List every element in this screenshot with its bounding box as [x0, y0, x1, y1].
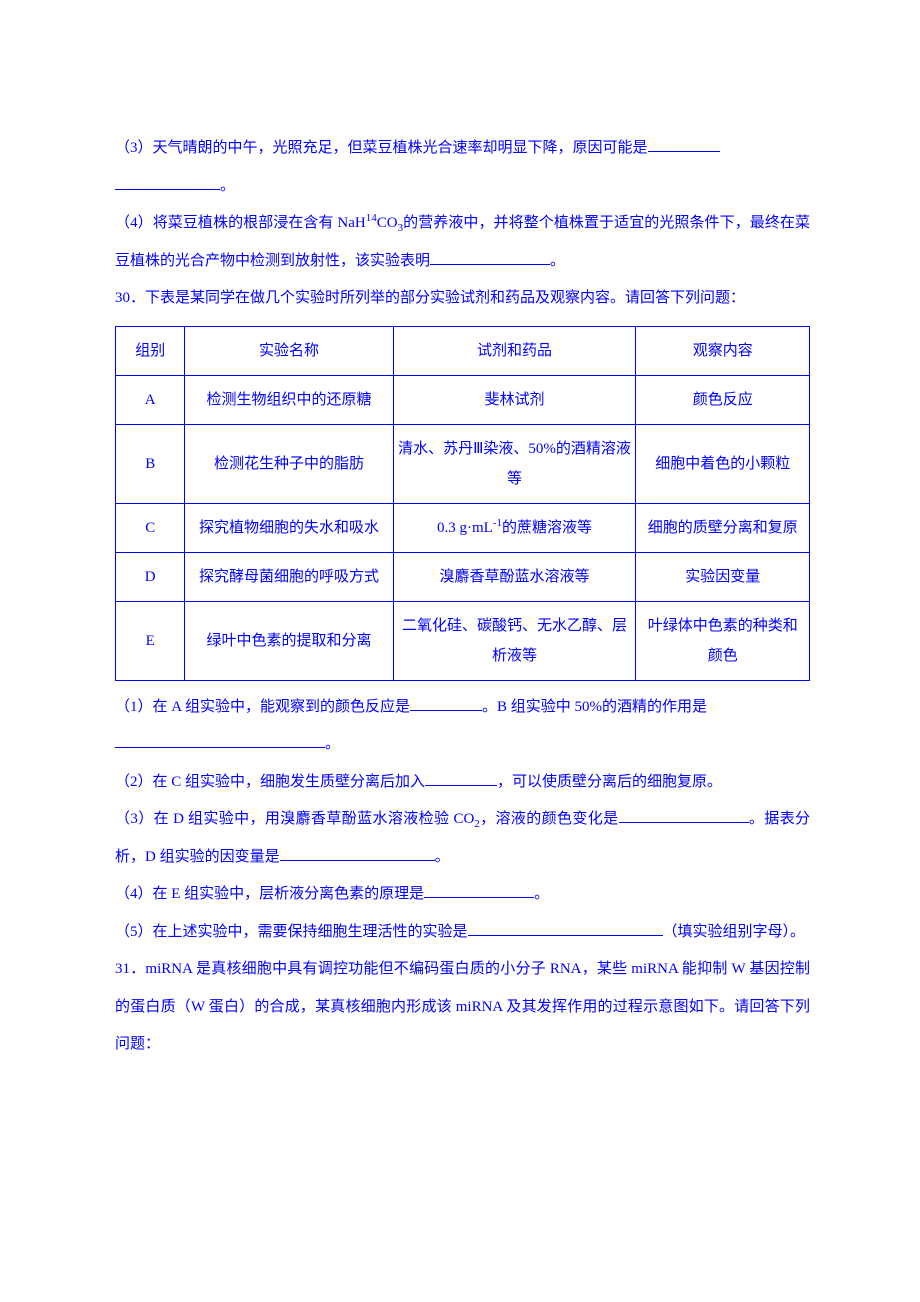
sub1-t2: 。B 组实验中 50%的酒精的作用是	[482, 699, 707, 715]
sub3-t2: ，溶液的颜色变化是	[480, 811, 619, 827]
sub-question-4: （4）在 E 组实验中，层析液分离色素的原理是 。	[115, 876, 810, 914]
cell-c-pre: 0.3 g·mL	[437, 520, 493, 536]
cell-c: 二氧化硅、碳酸钙、无水乙醇、层析液等	[393, 601, 636, 680]
q3-tail: 。	[220, 178, 235, 194]
cell-d: 颜色反应	[636, 375, 810, 424]
cell-a: E	[116, 601, 185, 680]
q4-sup: 14	[366, 212, 377, 224]
cell-a: A	[116, 375, 185, 424]
table-row: D 探究酵母菌细胞的呼吸方式 溴麝香草酚蓝水溶液等 实验因变量	[116, 552, 810, 601]
sub5-t2: （填实验组别字母）。	[663, 924, 806, 940]
document-content: （3）天气晴朗的中午，光照充足，但菜豆植株光合速率却明显下降，原因可能是 。 （…	[0, 0, 920, 1194]
sub-question-3: （3）在 D 组实验中，用溴麝香草酚蓝水溶液检验 CO2，溶液的颜色变化是。据表…	[115, 801, 810, 876]
sub5-blank-1[interactable]	[468, 918, 663, 936]
cell-b: 绿叶中色素的提取和分离	[185, 601, 393, 680]
cell-a: C	[116, 503, 185, 552]
sub-question-5: （5）在上述实验中，需要保持细胞生理活性的实验是 （填实验组别字母）。	[115, 914, 810, 952]
sub2-t1: （2）在 C 组实验中，细胞发生质壁分离后加入	[115, 774, 425, 790]
q4-prefix: （4）将菜豆植株的根部浸在含有 NaH	[115, 215, 366, 231]
table-row: E 绿叶中色素的提取和分离 二氧化硅、碳酸钙、无水乙醇、层析液等 叶绿体中色素的…	[116, 601, 810, 680]
cell-b: 探究酵母菌细胞的呼吸方式	[185, 552, 393, 601]
sub2-blank-1[interactable]	[425, 768, 497, 786]
question-31: 31．miRNA 是真核细胞中具有调控功能但不编码蛋白质的小分子 RNA，某些 …	[115, 951, 810, 1064]
sub-question-1: （1）在 A 组实验中，能观察到的颜色反应是 。B 组实验中 50%的酒精的作用是…	[115, 689, 810, 764]
cell-b: 探究植物细胞的失水和吸水	[185, 503, 393, 552]
sub-question-2: （2）在 C 组实验中，细胞发生质壁分离后加入 ，可以使质壁分离后的细胞复原。	[115, 764, 810, 802]
question-30-intro: 30．下表是某同学在做几个实验时所列举的部分实验试剂和药品及观察内容。请回答下列…	[115, 280, 810, 318]
sub3-blank-2[interactable]	[280, 843, 435, 861]
cell-c-post: 的蔗糖溶液等	[502, 520, 592, 536]
cell-d: 细胞中着色的小颗粒	[636, 424, 810, 503]
cell-a: B	[116, 424, 185, 503]
question-4: （4）将菜豆植株的根部浸在含有 NaH14CO3的营养液中，并将整个植株置于适宜…	[115, 205, 810, 280]
cell-d: 实验因变量	[636, 552, 810, 601]
cell-d: 叶绿体中色素的种类和颜色	[636, 601, 810, 680]
cell-b: 检测生物组织中的还原糖	[185, 375, 393, 424]
cell-c: 清水、苏丹Ⅲ染液、50%的酒精溶液等	[393, 424, 636, 503]
cell-c: 0.3 g·mL-1的蔗糖溶液等	[393, 503, 636, 552]
q3-blank-2[interactable]	[115, 172, 220, 190]
cell-b: 检测花生种子中的脂肪	[185, 424, 393, 503]
cell-a: D	[116, 552, 185, 601]
q4-tail: 。	[550, 253, 565, 269]
sub3-blank-1[interactable]	[619, 806, 749, 824]
header-reagent: 试剂和药品	[393, 326, 636, 375]
table-row: C 探究植物细胞的失水和吸水 0.3 g·mL-1的蔗糖溶液等 细胞的质壁分离和…	[116, 503, 810, 552]
sub5-t1: （5）在上述实验中，需要保持细胞生理活性的实验是	[115, 924, 468, 940]
cell-c-sup: -1	[493, 517, 502, 529]
cell-c: 溴麝香草酚蓝水溶液等	[393, 552, 636, 601]
sub3-t1: （3）在 D 组实验中，用溴麝香草酚蓝水溶液检验 CO	[115, 811, 474, 827]
sub1-tail: 。	[325, 736, 340, 752]
sub4-t1: （4）在 E 组实验中，层析液分离色素的原理是	[115, 886, 424, 902]
sub4-tail: 。	[534, 886, 549, 902]
question-3: （3）天气晴朗的中午，光照充足，但菜豆植株光合速率却明显下降，原因可能是 。	[115, 130, 810, 205]
q3-text: （3）天气晴朗的中午，光照充足，但菜豆植株光合速率却明显下降，原因可能是	[115, 140, 648, 156]
sub4-blank-1[interactable]	[424, 881, 534, 899]
sub1-t1: （1）在 A 组实验中，能观察到的颜色反应是	[115, 699, 410, 715]
header-obs: 观察内容	[636, 326, 810, 375]
q3-blank-1[interactable]	[648, 135, 720, 153]
cell-c: 斐林试剂	[393, 375, 636, 424]
sub1-blank-1[interactable]	[410, 693, 482, 711]
sub3-tail: 。	[435, 849, 450, 865]
sub1-blank-2[interactable]	[115, 731, 325, 749]
table-row: B 检测花生种子中的脂肪 清水、苏丹Ⅲ染液、50%的酒精溶液等 细胞中着色的小颗…	[116, 424, 810, 503]
sub2-t2: ，可以使质壁分离后的细胞复原。	[497, 774, 722, 790]
header-group: 组别	[116, 326, 185, 375]
header-name: 实验名称	[185, 326, 393, 375]
table-row: A 检测生物组织中的还原糖 斐林试剂 颜色反应	[116, 375, 810, 424]
table-header-row: 组别 实验名称 试剂和药品 观察内容	[116, 326, 810, 375]
cell-d: 细胞的质壁分离和复原	[636, 503, 810, 552]
experiment-table: 组别 实验名称 试剂和药品 观察内容 A 检测生物组织中的还原糖 斐林试剂 颜色…	[115, 326, 810, 681]
q4-blank[interactable]	[430, 247, 550, 265]
q4-mid1: CO	[377, 215, 398, 231]
